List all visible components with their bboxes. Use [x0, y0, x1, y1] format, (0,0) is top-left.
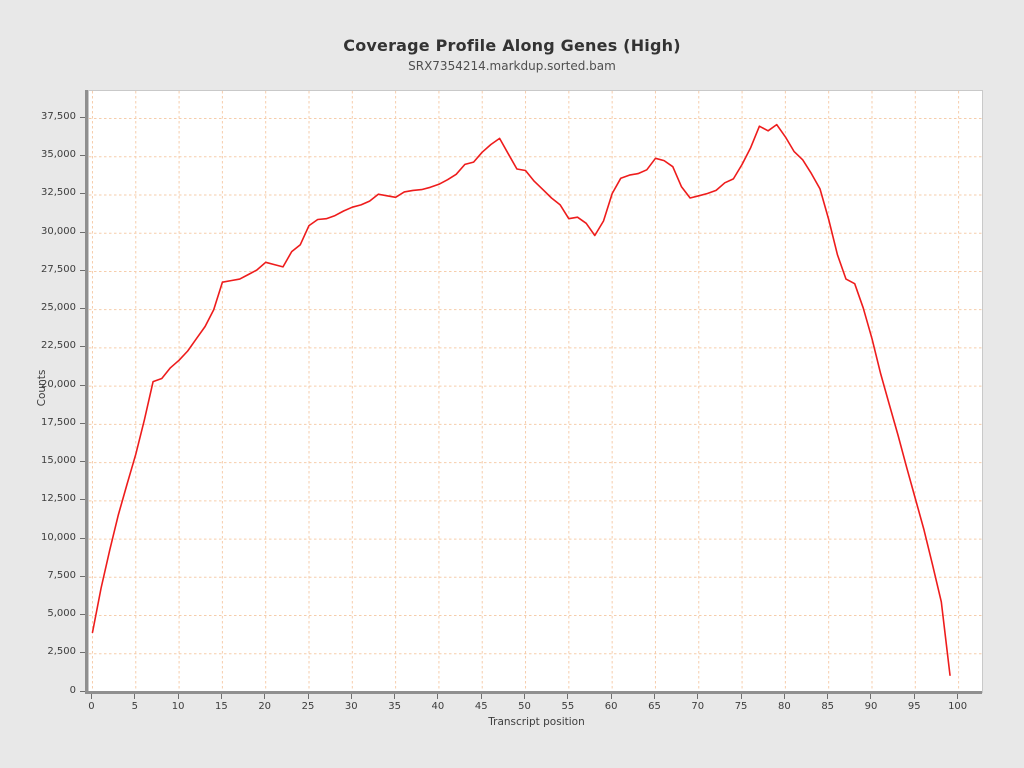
y-tick-label: 30,000 [41, 225, 76, 237]
x-tick-label: 50 [518, 701, 531, 712]
x-tick-mark [653, 694, 655, 699]
x-tick-mark [177, 694, 179, 699]
x-tick-mark [220, 694, 222, 699]
coverage-line [91, 123, 951, 677]
x-tick-label: 45 [474, 701, 488, 712]
x-tick-mark [264, 694, 266, 699]
y-tick-label: 15,000 [41, 455, 76, 467]
y-tick-mark [80, 461, 85, 463]
x-tick-label: 60 [604, 701, 618, 712]
x-tick-mark [480, 694, 482, 699]
x-tick-mark [350, 694, 352, 699]
y-tick-label: 17,500 [41, 416, 76, 428]
x-tick-label: 30 [344, 701, 358, 712]
x-tick-mark [394, 694, 396, 699]
y-tick-label: 22,500 [41, 340, 76, 352]
x-tick-label: 40 [431, 701, 445, 712]
x-tick-label: 65 [648, 701, 661, 712]
x-tick-label: 0 [88, 701, 95, 712]
x-tick-mark [827, 694, 829, 699]
y-tick-mark [80, 193, 85, 195]
x-tick-label: 95 [907, 701, 921, 712]
y-tick-label: 10,000 [41, 531, 76, 543]
y-tick-mark [80, 422, 85, 424]
x-axis-title: Transcript position [488, 716, 585, 728]
y-tick-label: 2,500 [47, 646, 76, 658]
x-tick-label: 100 [948, 701, 968, 712]
x-tick-mark [610, 694, 612, 699]
y-tick-mark [80, 614, 85, 616]
vertical-gridlines [91, 91, 960, 692]
y-tick-mark [80, 384, 85, 386]
y-tick-mark [80, 537, 85, 539]
plot-canvas [89, 91, 982, 692]
x-tick-label: 90 [864, 701, 878, 712]
y-tick-label: 7,500 [47, 569, 76, 581]
x-tick-label: 15 [215, 701, 228, 712]
y-axis-line [85, 90, 88, 694]
x-tick-label: 10 [171, 701, 185, 712]
x-tick-label: 5 [131, 701, 138, 712]
x-tick-mark [567, 694, 569, 699]
y-tick-label: 25,000 [41, 302, 76, 314]
chart-subtitle: SRX7354214.markdup.sorted.bam [408, 59, 616, 73]
y-tick-mark [80, 690, 85, 692]
x-tick-mark [134, 694, 136, 699]
y-tick-label: 35,000 [41, 149, 76, 161]
x-tick-mark [783, 694, 785, 699]
y-tick-label: 32,500 [41, 187, 76, 199]
chart-title: Coverage Profile Along Genes (High) [343, 36, 681, 55]
y-tick-mark [80, 269, 85, 271]
x-tick-mark [307, 694, 309, 699]
x-tick-mark [437, 694, 439, 699]
y-tick-mark [80, 117, 85, 119]
x-tick-label: 20 [258, 701, 272, 712]
y-tick-label: 37,500 [41, 111, 76, 123]
y-tick-label: 12,500 [41, 493, 76, 505]
x-tick-label: 75 [734, 701, 748, 712]
y-tick-mark [80, 499, 85, 501]
y-tick-mark [80, 155, 85, 157]
y-tick-label: 27,500 [41, 263, 76, 275]
x-tick-label: 85 [821, 701, 835, 712]
x-tick-mark [697, 694, 699, 699]
y-tick-mark [80, 308, 85, 310]
x-tick-mark [740, 694, 742, 699]
y-tick-label: 0 [69, 684, 76, 696]
x-tick-label: 80 [778, 701, 791, 712]
y-tick-label: 5,000 [47, 608, 76, 620]
x-tick-mark [90, 694, 92, 699]
x-tick-mark [913, 694, 915, 699]
y-tick-mark [80, 231, 85, 233]
x-tick-label: 70 [691, 701, 705, 712]
x-tick-mark [524, 694, 526, 699]
x-tick-label: 35 [388, 701, 401, 712]
y-tick-mark [80, 346, 85, 348]
x-tick-mark [957, 694, 959, 699]
y-tick-mark [80, 575, 85, 577]
y-tick-label: 20,000 [41, 378, 76, 390]
horizontal-gridlines [89, 118, 982, 692]
y-tick-mark [80, 652, 85, 654]
y-axis-title: Counts [36, 369, 48, 407]
x-axis-line [85, 691, 982, 694]
x-tick-mark [870, 694, 872, 699]
plot-area [88, 90, 983, 693]
x-tick-label: 25 [301, 701, 315, 712]
x-tick-label: 55 [561, 701, 575, 712]
